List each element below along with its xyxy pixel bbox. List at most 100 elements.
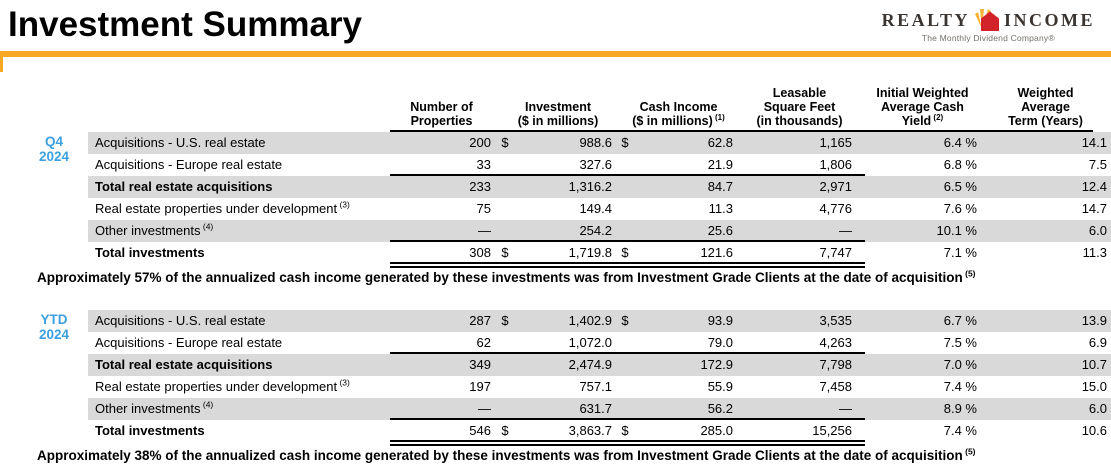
column-header-line: Yield (2) [901, 112, 944, 128]
cell-number-of-properties: 62 [476, 335, 491, 350]
ruled-columns: 33 327.6 21.9 1,806 [390, 154, 865, 176]
row-label-text: Total real estate acquisitions [95, 179, 273, 194]
cell-leasable-square-feet: 2,971 [819, 179, 852, 194]
cell-cash-income: 55.9 [707, 379, 733, 394]
cell-investment: 3,863.7 [568, 423, 612, 438]
row-label-text: Real estate properties under development [95, 201, 338, 216]
column-header-line: ($ in millions) (1) [632, 112, 725, 128]
cell-cash-yield: 7.5 % [943, 335, 977, 350]
cell-average-term: 14.1 [1081, 135, 1107, 150]
section-footnote: Approximately 38% of the annualized cash… [37, 446, 1111, 463]
logo-tagline: The Monthly Dividend Company® [921, 33, 1055, 43]
table-row: Total real estate acquisitions 349 2,474.9… [88, 354, 1111, 376]
cell-cash-yield: 6.4 % [943, 135, 977, 150]
cell-dollar-sign [493, 198, 517, 220]
row-label-text: Acquisitions - Europe real estate [95, 157, 283, 172]
column-header-line: Average [1021, 100, 1070, 114]
column-header-line: Leasable [772, 86, 827, 100]
cell-cash-yield: 7.6 % [943, 201, 977, 216]
cell-dollar-sign: $ [621, 313, 629, 328]
cell-cash-income: 56.2 [707, 401, 733, 416]
cell-dollar-sign [613, 198, 637, 220]
row-label: Acquisitions - Europe real estate [88, 332, 390, 354]
table-row: Acquisitions - U.S. real estate 287 $1,402… [88, 310, 1111, 332]
table-row: Acquisitions - Europe real estate 33 327.6… [88, 154, 1111, 176]
cell-investment: 988.6 [579, 135, 612, 150]
cell-average-term: 15.0 [1081, 379, 1107, 394]
row-label: Acquisitions - U.S. real estate [88, 310, 390, 332]
cell-dollar-sign [613, 376, 637, 398]
cell-leasable-square-feet: 1,806 [819, 157, 852, 172]
company-logo: REALTY INCOME The Monthly Dividend Compa… [882, 9, 1095, 43]
cell-dollar-sign [493, 376, 517, 398]
cell-investment: 1,316.2 [568, 179, 612, 194]
column-header-line: ($ in millions) [517, 114, 599, 128]
cell-leasable-square-feet: 3,535 [819, 313, 852, 328]
cell-average-term: 7.5 [1088, 157, 1107, 172]
row-label-text: Acquisitions - Europe real estate [95, 335, 283, 350]
cell-average-term: 11.3 [1082, 245, 1107, 260]
cell-leasable-square-feet: — [839, 401, 852, 416]
column-header-line: (in thousands) [756, 114, 843, 128]
cell-cash-income: 93.9 [707, 313, 733, 328]
row-label: Real estate properties under development… [88, 198, 390, 220]
row-label: Acquisitions - Europe real estate [88, 154, 390, 176]
cell-cash-yield: 7.0 % [943, 357, 977, 372]
cell-investment: 757.1 [579, 379, 612, 394]
column-header-cash: Cash Income ($ in millions) (1) [623, 100, 734, 128]
ruled-columns: 308 $1,719.8 $121.6 7,747 [390, 242, 865, 264]
cell-investment: 2,474.9 [568, 357, 612, 372]
table-row: Acquisitions - U.S. real estate 200 $988.6… [88, 132, 1111, 154]
cell-dollar-sign: $ [501, 135, 509, 150]
cell-number-of-properties: 546 [469, 423, 491, 438]
cell-dollar-sign [493, 220, 517, 242]
section-footnote-text: Approximately 57% of the annualized cash… [37, 270, 963, 285]
row-label: Total investments [88, 420, 390, 442]
row-label-text: Acquisitions - U.S. real estate [95, 135, 266, 150]
ruled-columns: 546 $3,863.7 $285.0 15,256 [390, 420, 865, 442]
ruled-columns: 75 149.4 11.3 4,776 [390, 198, 865, 220]
row-label: Acquisitions - U.S. real estate [88, 132, 390, 154]
cell-dollar-sign [613, 220, 637, 242]
row-label-text: Total investments [95, 245, 205, 260]
cell-cash-yield: 10.1 % [936, 223, 977, 238]
footnote-marker: (3) [337, 199, 350, 210]
column-header-inv: Investment ($ in millions) [493, 100, 623, 128]
column-header-yield: Initial Weighted Average Cash Yield (2) [865, 86, 980, 128]
cell-number-of-properties: 200 [469, 135, 491, 150]
footnote-marker: (5) [962, 446, 976, 457]
row-label: Total investments [88, 242, 390, 264]
page-title: Investment Summary [8, 5, 363, 44]
table-section: YTD 2024 Acquisitions - U.S. real estate 28… [37, 310, 1111, 463]
cell-cash-income: 11.3 [708, 201, 733, 216]
cell-leasable-square-feet: 7,798 [819, 357, 852, 372]
accent-tick [0, 57, 3, 72]
cell-dollar-sign [613, 154, 637, 176]
cell-average-term: 10.7 [1081, 357, 1107, 372]
cell-dollar-sign [493, 398, 517, 420]
cell-leasable-square-feet: 4,263 [819, 335, 852, 350]
cell-investment: 254.2 [579, 223, 612, 238]
cell-dollar-sign: $ [621, 135, 629, 150]
cell-cash-yield: 8.9 % [943, 401, 977, 416]
table-header-row: Number of Properties Investment ($ in milli… [88, 86, 1111, 132]
ruled-columns: — 254.2 25.6 — [390, 220, 865, 242]
cell-cash-income: 84.7 [707, 179, 733, 194]
section-footnote-text: Approximately 38% of the annualized cash… [37, 448, 963, 463]
cell-cash-income: 62.8 [707, 135, 733, 150]
table-row: Acquisitions - Europe real estate 62 1,072… [88, 332, 1111, 354]
cell-dollar-sign: $ [621, 245, 629, 260]
cell-cash-income: 25.6 [707, 223, 733, 238]
cell-investment: 327.6 [579, 157, 612, 172]
period-label: YTD 2024 [27, 312, 81, 342]
cell-cash-income: 172.9 [700, 357, 733, 372]
table-row: Other investments (4) — 254.2 25.6 — 10.1 % 6.… [88, 220, 1111, 242]
period-line: Q4 [44, 134, 63, 149]
footnote-marker: (2) [931, 112, 944, 122]
cell-dollar-sign [613, 332, 637, 354]
cell-leasable-square-feet: 1,165 [819, 135, 852, 150]
cell-leasable-square-feet: 4,776 [819, 201, 852, 216]
row-label: Other investments (4) [88, 398, 390, 420]
table-row: Total real estate acquisitions 233 1,316.2… [88, 176, 1111, 198]
